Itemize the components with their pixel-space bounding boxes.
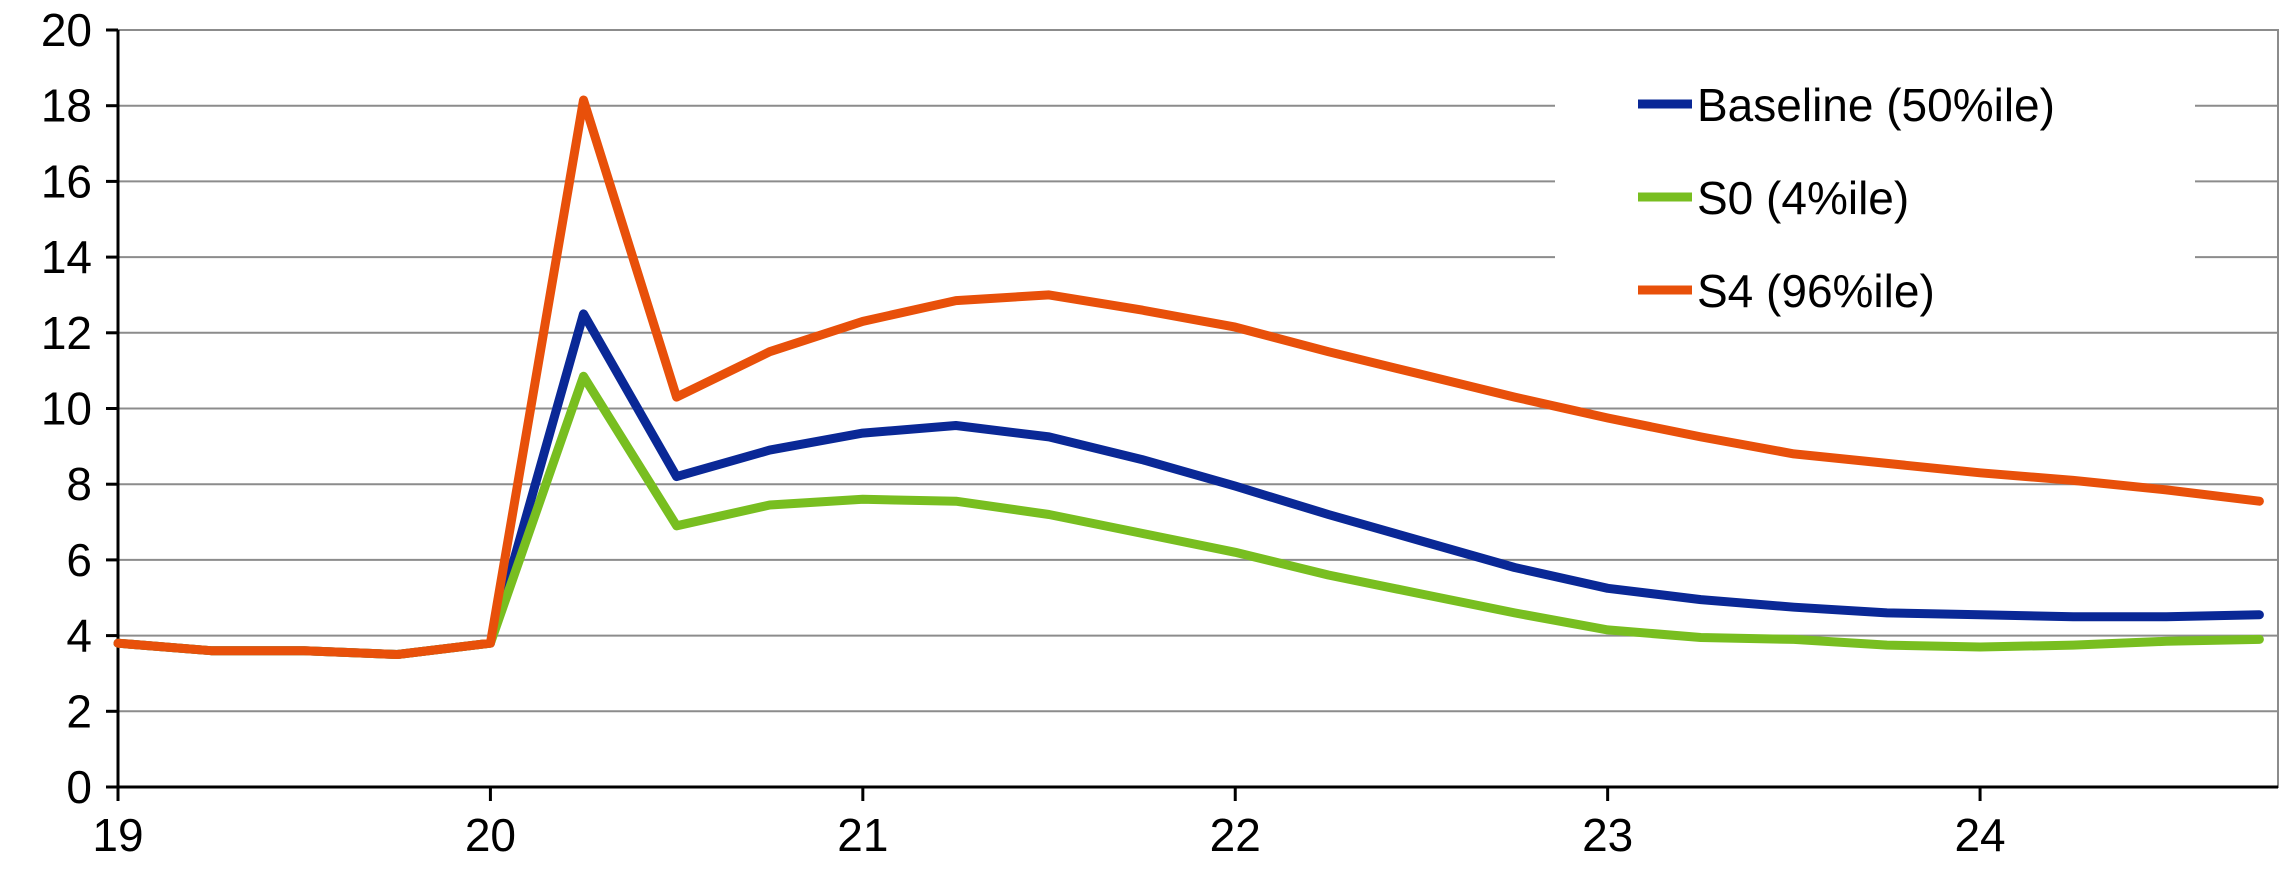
y-tick-label-9: 18 [41, 80, 92, 132]
x-tick-label-2: 21 [837, 809, 888, 861]
y-tick-label-6: 12 [41, 307, 92, 359]
legend-label-s4: S4 (96%ile) [1697, 265, 1935, 317]
legend: Baseline (50%ile) S0 (4%ile) S4 (96%ile) [1638, 79, 2055, 317]
series-lines [113, 95, 2264, 659]
legend-label-s0: S0 (4%ile) [1697, 172, 1909, 224]
y-tick-label-3: 6 [66, 534, 92, 586]
y-tick-label-5: 10 [41, 383, 92, 435]
x-tick-label-3: 22 [1210, 809, 1261, 861]
x-axis: 19 20 21 22 23 24 [92, 785, 2278, 861]
x-tick-label-0: 19 [92, 809, 143, 861]
x-tick-label-4: 23 [1582, 809, 1633, 861]
series-line-s4 [113, 95, 2264, 659]
y-axis: 0 2 4 6 8 10 12 14 16 18 20 [41, 4, 120, 813]
legend-label-baseline: Baseline (50%ile) [1697, 79, 2055, 131]
y-tick-label-8: 16 [41, 155, 92, 207]
y-tick-label-2: 4 [66, 610, 92, 662]
y-tick-label-0: 0 [66, 761, 92, 813]
x-tick-label-1: 20 [465, 809, 516, 861]
y-tick-label-1: 2 [66, 685, 92, 737]
y-tick-label-7: 14 [41, 231, 92, 283]
y-tick-label-4: 8 [66, 458, 92, 510]
y-tick-label-10: 20 [41, 4, 92, 56]
x-tick-label-5: 24 [1954, 809, 2005, 861]
